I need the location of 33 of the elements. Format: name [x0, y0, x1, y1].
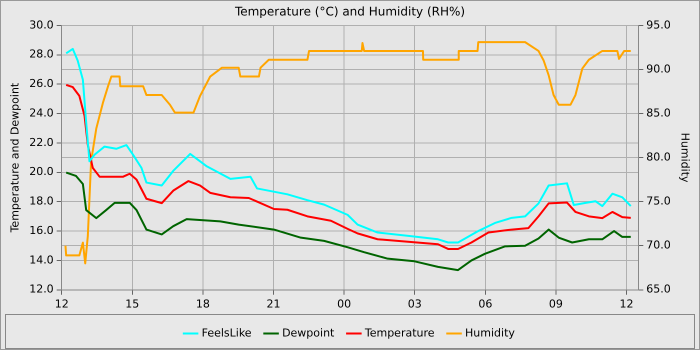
y2-tick-label: 65.0 — [646, 282, 671, 296]
x-tick-label: 15 — [125, 297, 140, 310]
x-tick-label: 06 — [478, 297, 492, 310]
x-tick-label: 00 — [337, 297, 352, 310]
y-tick-label: 20.0 — [29, 165, 54, 178]
legend-label: FeelsLike — [202, 326, 252, 340]
y-tick-label: 16.0 — [29, 224, 54, 237]
y-tick-label: 18.0 — [29, 194, 54, 208]
y2-tick-label: 95.0 — [646, 18, 671, 32]
y-tick-label: 22.0 — [29, 136, 54, 149]
y-tick-label: 12.0 — [29, 282, 54, 296]
y-tick-label: 24.0 — [29, 106, 54, 120]
legend-label: Humidity — [465, 326, 516, 340]
x-tick-label: 12 — [54, 297, 69, 310]
chart-title: Temperature (°C) and Humidity (RH%) — [234, 4, 466, 18]
y-tick-label: 14.0 — [29, 253, 54, 266]
y2-tick-label: 75.0 — [646, 194, 671, 208]
legend-label: Dewpoint — [282, 326, 336, 340]
x-tick-label: 18 — [196, 297, 210, 310]
y2-axis-title: Humidity — [678, 132, 692, 184]
y-tick-label: 30.0 — [29, 18, 54, 32]
y-tick-label: 26.0 — [29, 77, 54, 90]
y-tick-label: 28.0 — [29, 48, 54, 61]
x-tick-label: 21 — [266, 297, 281, 310]
x-tick-label: 03 — [408, 297, 422, 310]
x-tick-label: 12 — [620, 297, 634, 310]
y2-tick-label: 70.0 — [646, 238, 671, 252]
y2-tick-label: 90.0 — [646, 62, 671, 76]
y-axis-title: Temperature and Dewpoint — [8, 82, 22, 234]
y2-tick-label: 85.0 — [646, 106, 671, 120]
legend-label: Temperature — [364, 326, 435, 340]
y2-tick-label: 80.0 — [646, 150, 671, 164]
x-tick-label: 09 — [548, 297, 563, 310]
